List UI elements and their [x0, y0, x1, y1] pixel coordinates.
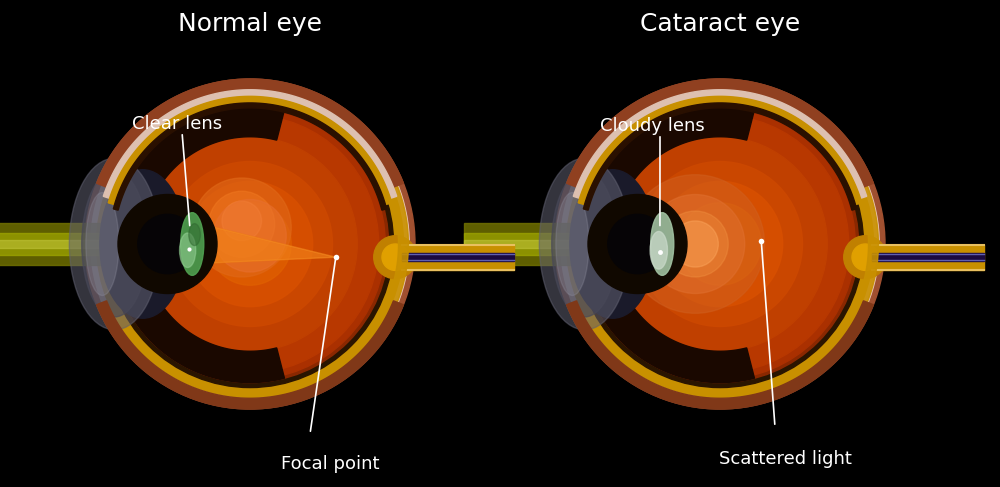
Ellipse shape: [616, 219, 685, 269]
Polygon shape: [97, 301, 403, 409]
Circle shape: [97, 91, 403, 397]
Circle shape: [187, 181, 313, 307]
Circle shape: [679, 203, 761, 285]
Circle shape: [222, 201, 262, 241]
Circle shape: [168, 162, 332, 326]
Circle shape: [657, 181, 783, 307]
Circle shape: [646, 194, 745, 294]
Ellipse shape: [86, 192, 119, 296]
Text: Clear lens: Clear lens: [132, 115, 222, 133]
Circle shape: [613, 137, 827, 351]
Circle shape: [138, 214, 197, 274]
Circle shape: [588, 194, 687, 294]
Circle shape: [555, 79, 885, 409]
Polygon shape: [201, 86, 408, 400]
Ellipse shape: [556, 192, 589, 296]
FancyBboxPatch shape: [872, 245, 984, 270]
Ellipse shape: [539, 158, 630, 330]
Text: Normal eye: Normal eye: [178, 12, 322, 36]
Circle shape: [844, 236, 887, 279]
Circle shape: [121, 115, 379, 373]
Circle shape: [91, 85, 409, 403]
Polygon shape: [108, 96, 392, 205]
Circle shape: [111, 105, 389, 383]
Circle shape: [106, 100, 394, 388]
Circle shape: [143, 137, 357, 351]
Circle shape: [382, 244, 408, 270]
Circle shape: [561, 85, 879, 403]
Polygon shape: [578, 96, 862, 205]
Circle shape: [115, 109, 385, 379]
FancyBboxPatch shape: [464, 223, 651, 265]
Text: Cloudy lens: Cloudy lens: [600, 117, 705, 135]
Ellipse shape: [82, 171, 148, 317]
Ellipse shape: [181, 213, 204, 275]
Circle shape: [567, 91, 873, 397]
Circle shape: [852, 244, 878, 270]
Circle shape: [209, 203, 291, 285]
Polygon shape: [567, 79, 873, 187]
Circle shape: [209, 191, 275, 257]
Text: Focal point: Focal point: [281, 455, 379, 473]
Ellipse shape: [180, 233, 196, 267]
FancyBboxPatch shape: [0, 240, 181, 248]
Circle shape: [626, 175, 765, 313]
Circle shape: [591, 115, 849, 373]
FancyBboxPatch shape: [0, 223, 181, 265]
Polygon shape: [583, 103, 857, 210]
Ellipse shape: [69, 158, 160, 330]
Polygon shape: [581, 105, 754, 383]
Circle shape: [214, 200, 286, 272]
Ellipse shape: [552, 171, 618, 317]
Circle shape: [638, 162, 802, 326]
Circle shape: [672, 221, 718, 267]
Polygon shape: [567, 301, 873, 409]
FancyBboxPatch shape: [0, 233, 181, 255]
Circle shape: [85, 79, 415, 409]
Text: Scattered light: Scattered light: [719, 450, 851, 468]
Polygon shape: [111, 105, 284, 383]
FancyBboxPatch shape: [402, 253, 514, 262]
Ellipse shape: [650, 231, 667, 269]
FancyBboxPatch shape: [464, 233, 651, 255]
Ellipse shape: [146, 219, 215, 269]
FancyBboxPatch shape: [464, 240, 651, 248]
Ellipse shape: [100, 170, 186, 318]
Circle shape: [608, 214, 667, 274]
Circle shape: [118, 194, 217, 294]
Circle shape: [662, 211, 728, 277]
Ellipse shape: [570, 170, 656, 318]
Polygon shape: [573, 90, 867, 198]
Ellipse shape: [651, 213, 674, 275]
Polygon shape: [97, 79, 403, 187]
Circle shape: [585, 109, 855, 379]
Circle shape: [581, 105, 859, 383]
Polygon shape: [113, 103, 387, 210]
Ellipse shape: [189, 224, 200, 245]
Text: Cataract eye: Cataract eye: [640, 12, 800, 36]
Circle shape: [374, 236, 417, 279]
Polygon shape: [671, 86, 878, 400]
Polygon shape: [204, 225, 336, 263]
Circle shape: [192, 178, 291, 277]
FancyBboxPatch shape: [872, 253, 984, 262]
FancyBboxPatch shape: [402, 245, 514, 270]
Polygon shape: [204, 225, 336, 263]
Polygon shape: [103, 90, 397, 198]
Circle shape: [576, 100, 864, 388]
